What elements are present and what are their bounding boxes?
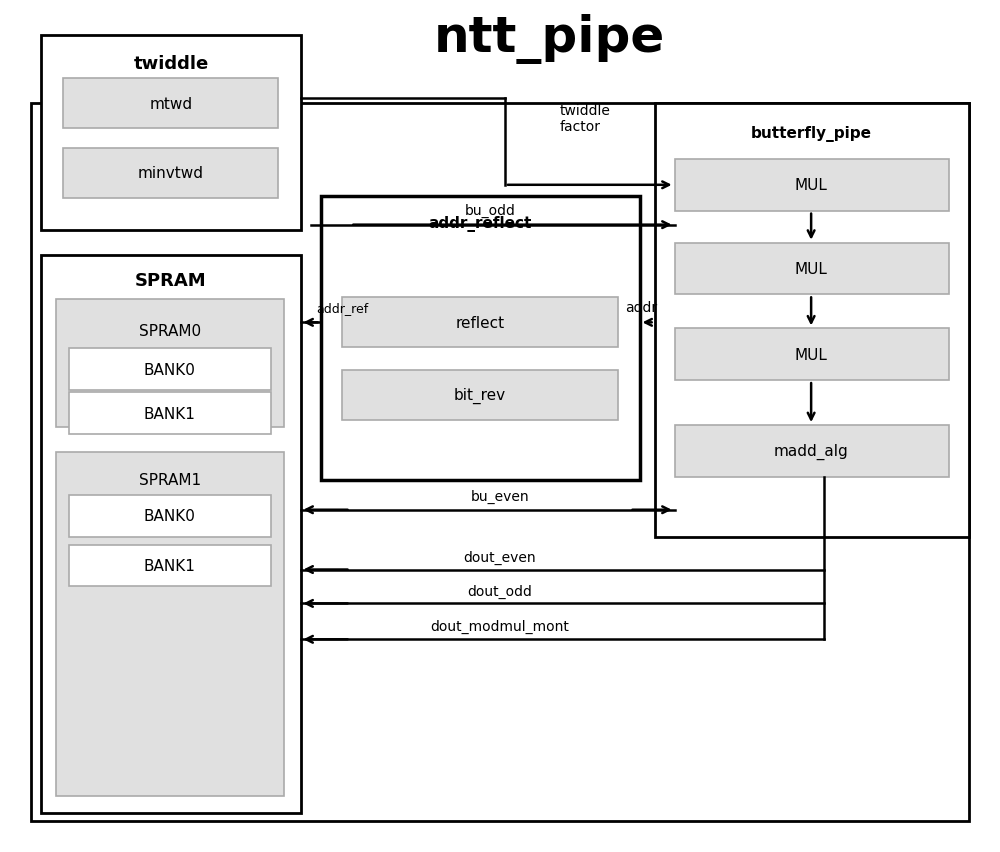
Bar xyxy=(69,545,271,587)
Text: MUL: MUL xyxy=(795,178,828,193)
Text: twiddle: twiddle xyxy=(133,55,209,73)
Bar xyxy=(63,79,278,129)
Text: BANK1: BANK1 xyxy=(144,406,196,421)
Text: bit_rev: bit_rev xyxy=(454,388,506,404)
Text: dout_odd: dout_odd xyxy=(468,584,532,598)
Text: SPRAM1: SPRAM1 xyxy=(139,473,201,487)
Text: addr_ref: addr_ref xyxy=(316,302,369,314)
Text: reflect: reflect xyxy=(455,315,505,331)
Text: MUL: MUL xyxy=(795,262,828,277)
Text: ntt_pipe: ntt_pipe xyxy=(434,14,665,64)
Text: BANK0: BANK0 xyxy=(144,509,196,524)
Bar xyxy=(69,495,271,537)
Text: twiddle
factor: twiddle factor xyxy=(560,104,611,134)
Bar xyxy=(41,256,301,813)
Text: minvtwd: minvtwd xyxy=(138,166,204,181)
Bar xyxy=(41,37,301,230)
Bar xyxy=(675,425,949,477)
Text: bu_odd: bu_odd xyxy=(465,204,515,217)
Bar xyxy=(655,104,969,537)
Bar xyxy=(342,371,618,421)
Text: mtwd: mtwd xyxy=(149,96,192,112)
Bar xyxy=(675,159,949,211)
Text: addr: addr xyxy=(626,301,658,315)
Text: dout_even: dout_even xyxy=(464,550,536,564)
Text: dout_modmul_mont: dout_modmul_mont xyxy=(431,619,569,634)
Text: SPRAM: SPRAM xyxy=(135,272,207,291)
Text: BANK1: BANK1 xyxy=(144,558,196,573)
Text: madd_alg: madd_alg xyxy=(774,443,849,459)
Bar xyxy=(342,298,618,348)
Text: BANK0: BANK0 xyxy=(144,362,196,377)
Bar xyxy=(321,197,640,481)
Bar xyxy=(56,300,284,428)
Text: butterfly_pipe: butterfly_pipe xyxy=(751,126,872,141)
Bar xyxy=(69,348,271,391)
Bar xyxy=(69,393,271,435)
Text: addr_reflect: addr_reflect xyxy=(428,216,532,232)
Text: bu_even: bu_even xyxy=(471,489,529,504)
Text: MUL: MUL xyxy=(795,348,828,362)
Text: SPRAM0: SPRAM0 xyxy=(139,324,201,338)
Bar xyxy=(31,104,969,820)
Bar xyxy=(63,149,278,199)
Bar xyxy=(56,452,284,796)
Bar xyxy=(675,244,949,295)
Bar xyxy=(675,329,949,381)
